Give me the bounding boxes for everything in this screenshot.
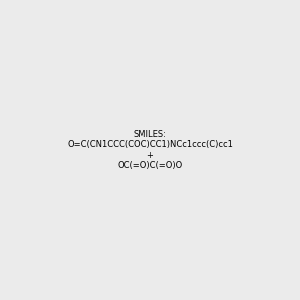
Text: SMILES:
O=C(CN1CCC(COC)CC1)NCc1ccc(C)cc1
+
OC(=O)C(=O)O: SMILES: O=C(CN1CCC(COC)CC1)NCc1ccc(C)cc1… xyxy=(67,130,233,170)
